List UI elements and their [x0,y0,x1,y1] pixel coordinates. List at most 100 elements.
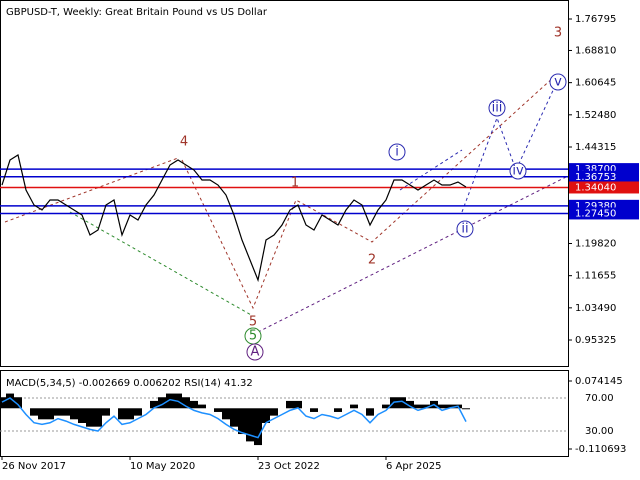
macd-bar [414,404,422,409]
wave-label: 4 [180,135,188,150]
wave-circle [488,99,506,117]
wave-label: i [395,145,399,160]
wave-line [4,157,179,223]
y-tick-label: 0.074145 [575,376,623,387]
macd-bar [166,393,174,409]
macd-bar [0,397,6,409]
macd-bar [62,408,70,416]
macd-bar [30,408,38,416]
macd-bar [46,408,54,420]
y-tick-label: 1.52480 [575,110,616,121]
macd-bar [6,393,14,409]
wave-label: 2 [368,253,376,268]
macd-bar [366,408,374,416]
macd-bar [126,408,134,420]
x-tick-label: 10 May 2020 [130,461,195,472]
chart-title: GBPUSD-T, Weekly: Great Britain Pound vs… [6,7,268,18]
wave-label: 5 [249,329,257,344]
indicator-title: MACD(5,34,5) -0.002669 0.006202 RSI(14) … [6,378,253,389]
wave-label: 1 [291,176,299,191]
macd-bar [262,408,270,423]
wave-circle [549,73,567,91]
x-tick-label: 6 Apr 2025 [386,461,441,472]
macd-bar [230,408,238,427]
macd-bar [94,408,102,427]
wave-label: iii [492,101,503,116]
y-tick-label: 1.19820 [575,239,616,250]
level-label: 1.36753 [575,172,616,183]
x-tick-label: 26 Nov 2017 [2,461,66,472]
macd-bar [238,408,246,435]
macd-bar [78,408,86,423]
y2-tick-label: 70.00 [585,393,614,404]
y-tick-label: 0.95325 [575,335,616,346]
macd-bar [182,397,190,409]
macd-bar [270,408,278,416]
y-tick-label: 1.60645 [575,78,616,89]
macd-bar [54,408,62,416]
wave-label: 5 [249,315,257,330]
y-tick-label: 1.68810 [575,45,616,56]
wave-circle [388,143,406,161]
y-tick-label: 1.03490 [575,303,616,314]
sub-frame [0,370,569,457]
main-frame [0,0,569,367]
macd-bar [190,400,198,409]
wave-line [399,149,463,191]
level-label: 1.27450 [575,208,616,219]
wave-circle [246,343,264,361]
macd-bar [70,408,78,420]
macd-bar [446,404,454,409]
macd-bar [214,408,222,412]
macd-bar [382,404,390,409]
macd-bar [254,408,262,446]
y-tick-label: 1.44315 [575,142,616,153]
level-tag [569,170,639,183]
x-tick-label: 23 Oct 2022 [258,461,320,472]
y-tick-label: -0.110693 [575,444,626,455]
macd-bar [286,400,294,409]
macd-bar [134,408,142,416]
macd-bar [438,404,446,409]
macd-bar [86,408,94,427]
level-tag [569,207,639,220]
rsi-line [1,397,467,439]
wave-lines [4,75,569,333]
macd-bar [14,397,22,409]
macd-bar [150,400,158,409]
macd-bar [158,397,166,409]
level-label: 1.29380 [575,201,616,212]
wave-circle [509,162,527,180]
wave-line [461,83,557,213]
macd-bar [102,408,110,416]
wave-label: v [554,75,562,90]
level-label: 1.38700 [575,164,616,175]
macd-bar [222,408,230,420]
y-tick-label: 1.76795 [575,14,616,25]
macd-bar [422,404,430,409]
macd-bar [246,408,254,442]
wave-line [181,75,556,310]
wave-label: A [251,345,260,360]
macd-bar [350,404,358,409]
macd-bar [198,404,206,409]
y-tick-label: 1.11655 [575,271,616,282]
wave-label: ii [461,222,468,237]
macd-bar [398,397,406,409]
macd-bar [462,408,470,410]
wave-line [69,211,254,317]
macd-bar [38,408,46,420]
macd-bar [310,408,318,412]
level-tag [569,181,639,194]
wave-label: iv [512,164,524,179]
macd-bar [294,400,302,409]
wave-line [257,175,569,333]
macd-bar [334,408,342,412]
macd-bar [406,400,414,409]
y2-tick-label: 30.00 [585,426,614,437]
macd-bar [118,408,126,420]
price-line [1,154,467,283]
wave-circle [456,220,474,238]
